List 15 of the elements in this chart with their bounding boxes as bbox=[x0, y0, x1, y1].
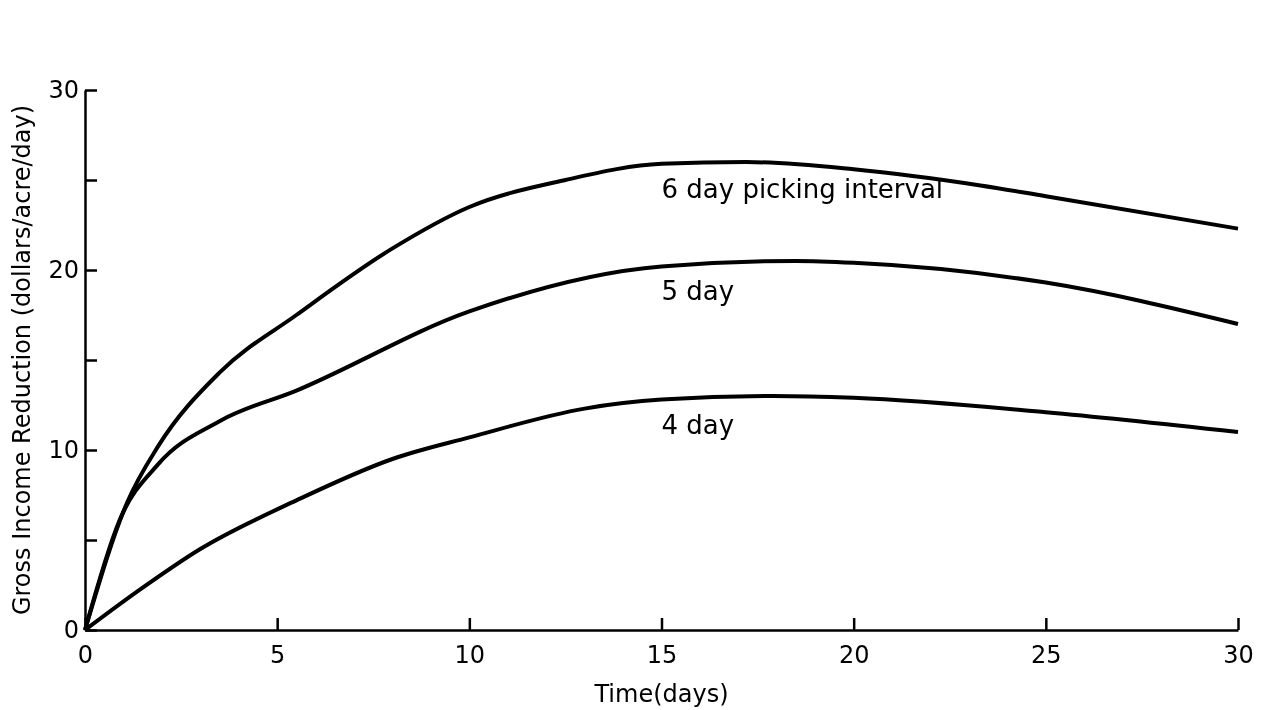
x-tick-label: 20 bbox=[838, 641, 870, 670]
x-tick-label: 30 bbox=[1223, 641, 1254, 670]
y-tick-label: 20 bbox=[48, 256, 79, 285]
y-tick-label: 10 bbox=[48, 436, 79, 465]
series-label: 5 day bbox=[661, 276, 735, 307]
series-label: 4 day bbox=[661, 409, 735, 440]
y-tick-label: 0 bbox=[63, 616, 79, 645]
x-tick-label: 15 bbox=[646, 641, 678, 670]
y-axis-title: Gross Income Reduction (dollars/acre/day) bbox=[8, 104, 36, 616]
x-tick-label: 25 bbox=[1031, 641, 1062, 670]
x-tick-label: 10 bbox=[454, 641, 486, 670]
y-tick-label: 30 bbox=[48, 76, 79, 105]
series-label: 6 day picking interval bbox=[661, 173, 944, 204]
x-axis-title: Time(days) bbox=[593, 680, 729, 708]
x-tick-label: 5 bbox=[270, 641, 286, 670]
